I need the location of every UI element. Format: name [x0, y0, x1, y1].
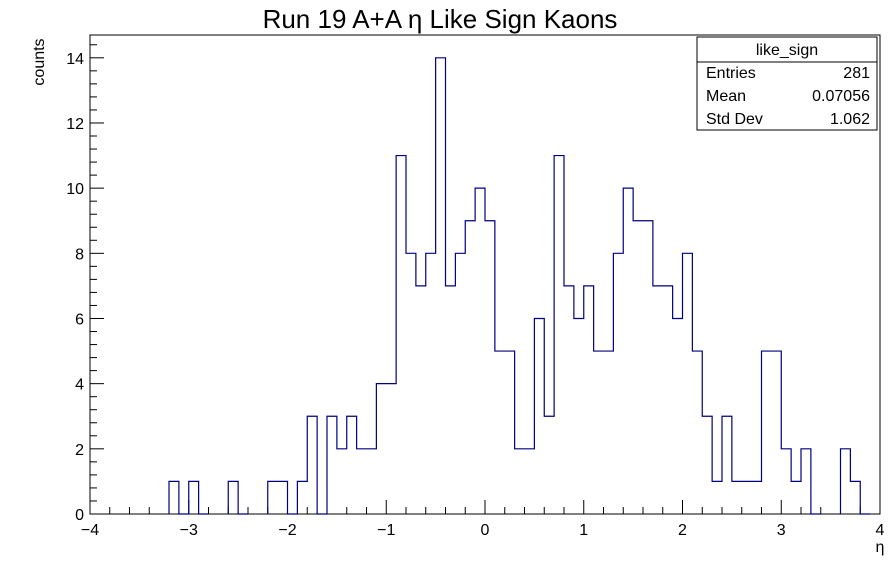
histogram-bin — [278, 481, 288, 514]
histogram-bin — [771, 351, 781, 514]
histogram-bin — [525, 449, 535, 514]
histogram-bin — [663, 286, 673, 514]
stats-box-title: like_sign — [756, 42, 818, 59]
x-tick-label: 0 — [481, 522, 490, 539]
histogram-bin — [850, 481, 860, 514]
histogram-bin — [228, 481, 238, 514]
histogram-bin — [406, 253, 416, 514]
stats-mean-label: Mean — [706, 88, 746, 105]
x-tick-label: 3 — [777, 522, 786, 539]
histogram-bin — [683, 253, 693, 514]
stats-mean-value: 0.07056 — [812, 88, 870, 105]
histogram-bin — [465, 221, 475, 514]
histogram-bin — [791, 481, 801, 514]
histogram-bin — [515, 449, 525, 514]
histogram-bin — [613, 253, 623, 514]
histogram-bin — [584, 286, 594, 514]
histogram-bin — [396, 156, 406, 514]
histogram-bin — [436, 58, 446, 514]
histogram-bin — [594, 351, 604, 514]
histogram-bin — [604, 351, 614, 514]
histogram-bin — [169, 481, 179, 514]
histogram-bin — [653, 286, 663, 514]
histogram-bin — [564, 286, 574, 514]
histogram-bins — [168, 57, 871, 515]
stats-box: like_sign Entries 281 Mean 0.07056 Std D… — [696, 36, 878, 131]
histogram-bin — [752, 481, 762, 514]
histogram-bin — [297, 481, 307, 514]
histogram-bin — [475, 188, 485, 514]
x-tick-label: 1 — [579, 522, 588, 539]
histogram-bin — [732, 481, 742, 514]
histogram-bin — [722, 416, 732, 514]
histogram-bin — [357, 449, 367, 514]
histogram-bin — [386, 384, 396, 514]
x-axis-label: η — [876, 539, 885, 556]
histogram-bin — [367, 449, 377, 514]
x-tick-label: 4 — [876, 522, 885, 539]
stats-stddev-label: Std Dev — [706, 111, 763, 128]
histogram-bin — [376, 384, 386, 514]
y-tick-label: 2 — [75, 442, 84, 459]
y-tick-label: 14 — [66, 51, 84, 68]
stats-stddev-value: 1.062 — [830, 111, 870, 128]
x-tick-label: 2 — [678, 522, 687, 539]
histogram-bin — [801, 449, 811, 514]
histogram-bin — [574, 318, 584, 514]
stats-entries-value: 281 — [843, 65, 870, 82]
histogram-bin — [673, 318, 683, 514]
y-tick-label: 12 — [66, 116, 84, 133]
histogram-bin — [485, 221, 495, 514]
histogram-outline — [168, 57, 871, 515]
histogram-bin — [781, 449, 791, 514]
histogram-bin — [426, 253, 436, 514]
y-tick-label: 6 — [75, 311, 84, 328]
histogram-bin — [337, 449, 347, 514]
stats-box-frame — [696, 36, 878, 131]
histogram-bin — [268, 481, 278, 514]
y-tick-label: 8 — [75, 246, 84, 263]
y-tick-label: 10 — [66, 181, 84, 198]
histogram-bin — [554, 156, 564, 514]
histogram-bin — [643, 221, 653, 514]
x-tick-label: −1 — [377, 522, 395, 539]
x-tick-label: −4 — [81, 522, 99, 539]
histogram-bin — [623, 188, 633, 514]
histogram-bin — [712, 481, 722, 514]
histogram-bin — [189, 481, 199, 514]
stats-entries-label: Entries — [706, 65, 756, 82]
x-axis-ticks: −4 −3 −2 −1 0 1 2 3 4 — [81, 500, 885, 539]
histogram-bin — [455, 253, 465, 514]
histogram-bin — [692, 351, 702, 514]
histogram-bin — [505, 351, 515, 514]
histogram-bin — [446, 286, 456, 514]
histogram-bin — [416, 286, 426, 514]
y-tick-label: 0 — [75, 507, 84, 524]
x-tick-label: −2 — [278, 522, 296, 539]
histogram-bin — [841, 449, 851, 514]
histogram-bin — [347, 416, 357, 514]
chart-title: Run 19 A+A η Like Sign Kaons — [263, 4, 618, 34]
histogram-bin — [762, 351, 772, 514]
y-axis-ticks: 0 2 4 6 8 10 12 14 — [66, 44, 104, 524]
histogram-bin — [702, 416, 712, 514]
histogram-bin — [544, 416, 554, 514]
histogram-bin — [633, 221, 643, 514]
x-tick-label: −3 — [180, 522, 198, 539]
y-tick-label: 4 — [75, 377, 84, 394]
histogram-bin — [307, 416, 317, 514]
histogram-bin — [327, 416, 337, 514]
histogram-bin — [495, 351, 505, 514]
y-axis-label: counts — [31, 38, 48, 85]
histogram-bin — [534, 318, 544, 514]
histogram-bin — [742, 481, 752, 514]
